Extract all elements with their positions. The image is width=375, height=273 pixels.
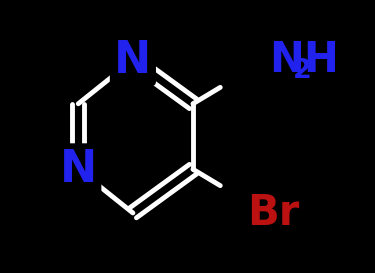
Text: 2: 2 [292, 58, 312, 84]
Text: Br: Br [248, 192, 300, 234]
Text: N: N [60, 148, 97, 191]
Text: NH: NH [269, 39, 339, 81]
Text: N: N [114, 38, 152, 82]
